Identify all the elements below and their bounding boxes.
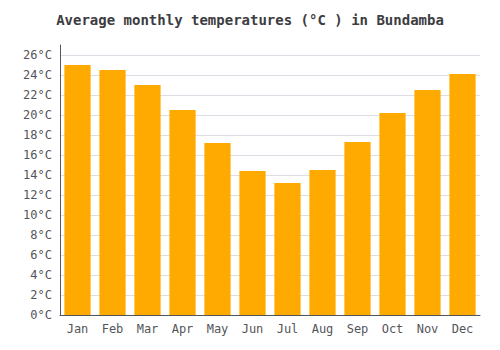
- svg-text:Oct: Oct: [382, 322, 404, 336]
- svg-text:4°C: 4°C: [30, 268, 52, 282]
- svg-text:10°C: 10°C: [23, 208, 52, 222]
- svg-text:26°C: 26°C: [23, 48, 52, 62]
- svg-text:24°C: 24°C: [23, 68, 52, 82]
- svg-text:Mar: Mar: [137, 322, 159, 336]
- svg-text:12°C: 12°C: [23, 188, 52, 202]
- svg-text:14°C: 14°C: [23, 168, 52, 182]
- svg-text:Nov: Nov: [417, 322, 439, 336]
- svg-text:Jun: Jun: [242, 322, 264, 336]
- svg-text:22°C: 22°C: [23, 88, 52, 102]
- svg-text:18°C: 18°C: [23, 128, 52, 142]
- svg-text:0°C: 0°C: [30, 308, 52, 322]
- svg-text:20°C: 20°C: [23, 108, 52, 122]
- svg-text:Average monthly temperatures (: Average monthly temperatures (°C ) in Bu…: [56, 12, 444, 28]
- svg-text:May: May: [207, 322, 229, 336]
- svg-text:Jul: Jul: [277, 322, 299, 336]
- svg-text:Jan: Jan: [67, 322, 89, 336]
- svg-text:Aug: Aug: [312, 322, 334, 336]
- svg-text:16°C: 16°C: [23, 148, 52, 162]
- svg-text:8°C: 8°C: [30, 228, 52, 242]
- svg-text:Dec: Dec: [452, 322, 474, 336]
- svg-text:Sep: Sep: [347, 322, 369, 336]
- svg-text:Feb: Feb: [102, 322, 124, 336]
- svg-text:2°C: 2°C: [30, 288, 52, 302]
- svg-text:6°C: 6°C: [30, 248, 52, 262]
- svg-text:Apr: Apr: [172, 322, 194, 336]
